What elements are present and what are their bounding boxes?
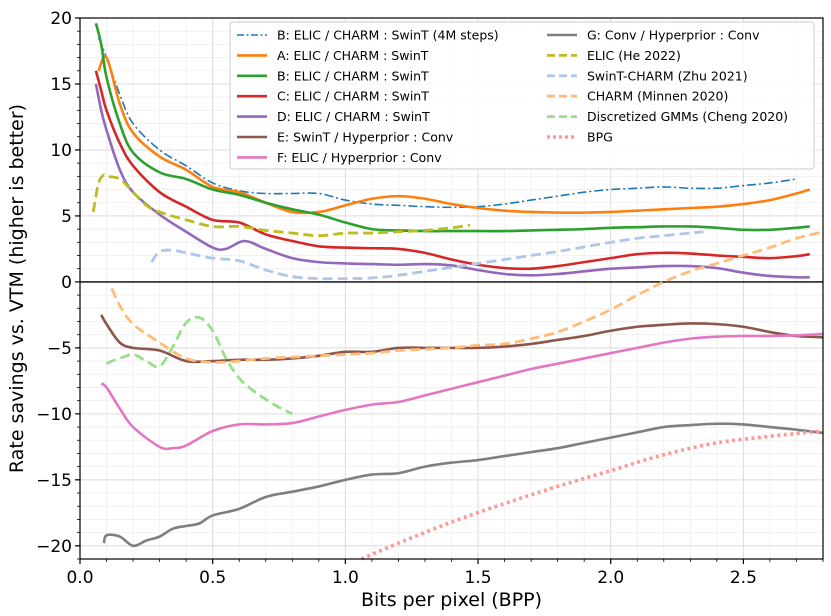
- legend-label-2: B: ELIC / CHARM : SwinT: [277, 68, 429, 83]
- y-tick-label: −20: [36, 537, 72, 557]
- series-lines: [91, 22, 824, 561]
- x-tick-label: 0.5: [199, 568, 226, 588]
- y-axis-label: Rate savings vs. VTM (higher is better): [6, 104, 28, 473]
- series-line-10: [110, 230, 824, 364]
- legend-label-11: Discretized GMMs (Cheng 2020): [587, 109, 788, 124]
- y-tick-label: −15: [36, 471, 72, 491]
- x-axis-label: Bits per pixel (BPP): [361, 589, 542, 611]
- y-tick-label: 5: [61, 207, 72, 227]
- legend: B: ELIC / CHARM : SwinT (4M steps) A: ELI…: [229, 21, 815, 170]
- legend-label-8: ELIC (He 2022): [587, 48, 681, 63]
- x-axis-ticks: 0.0 0.5 1.0 1.5 2.0 2.5: [66, 559, 824, 588]
- series-line-3: [94, 70, 810, 271]
- y-tick-label: 0: [61, 273, 72, 293]
- y-axis-ticks: −20 −15 −10 −5 0 5 10 15 20: [36, 9, 80, 560]
- series-line-11: [105, 315, 293, 416]
- series-line-1: [97, 55, 811, 215]
- y-tick-label: −5: [47, 339, 72, 359]
- series-line-5: [100, 314, 824, 364]
- y-tick-label: 10: [50, 141, 72, 161]
- legend-label-7: G: Conv / Hyperprior : Conv: [587, 28, 760, 43]
- legend-label-9: SwinT-CHARM (Zhu 2021): [587, 68, 748, 83]
- legend-label-3: C: ELIC / CHARM : SwinT: [277, 89, 429, 104]
- legend-label-5: E: SwinT / Hyperprior : Conv: [277, 130, 454, 145]
- legend-label-6: F: ELIC / Hyperprior : Conv: [277, 150, 442, 165]
- y-tick-label: −10: [36, 405, 72, 425]
- x-tick-label: 2.5: [730, 568, 757, 588]
- series-line-9: [150, 230, 704, 281]
- legend-label-4: D: ELIC / CHARM : SwinT: [277, 109, 430, 124]
- series-line-8: [91, 173, 471, 238]
- series-line-6: [100, 332, 824, 451]
- x-tick-label: 1.5: [465, 568, 492, 588]
- legend-box: [229, 21, 815, 170]
- series-line-12: [360, 429, 824, 561]
- x-tick-label: 0.0: [66, 568, 93, 588]
- series-line-4: [94, 83, 810, 279]
- legend-label-12: BPG: [587, 130, 613, 145]
- series-line-7: [102, 422, 824, 548]
- legend-label-1: A: ELIC / CHARM : SwinT: [277, 48, 429, 63]
- y-tick-label: 15: [50, 75, 72, 95]
- x-tick-label: 2.0: [597, 568, 624, 588]
- y-tick-label: 20: [50, 9, 72, 29]
- legend-label-0: B: ELIC / CHARM : SwinT (4M steps): [277, 28, 499, 43]
- legend-label-10: CHARM (Minnen 2020): [587, 89, 728, 104]
- x-tick-label: 1.0: [332, 568, 359, 588]
